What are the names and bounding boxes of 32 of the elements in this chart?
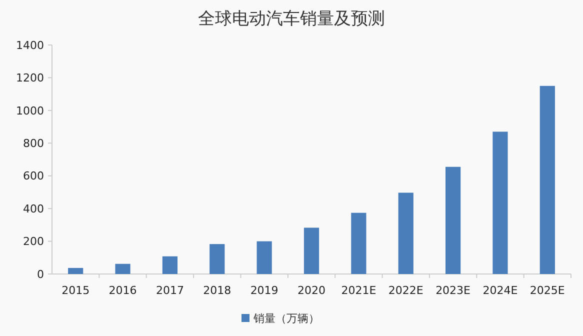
x-tick-label: 2021E xyxy=(341,284,376,297)
bar xyxy=(540,86,555,274)
bar xyxy=(256,241,272,274)
x-tick-label: 2023E xyxy=(436,284,471,297)
legend-label: 销量（万辆） xyxy=(252,312,320,325)
x-tick-label: 2016 xyxy=(108,284,137,297)
y-tick-label: 0 xyxy=(37,268,44,281)
y-tick-label: 600 xyxy=(23,170,44,183)
bar xyxy=(445,166,461,274)
bar xyxy=(492,132,508,274)
x-tick-label: 2025E xyxy=(530,284,565,297)
x-tick-label: 2018 xyxy=(203,284,232,297)
x-tick-label: 2022E xyxy=(388,284,424,297)
bar xyxy=(210,244,225,274)
x-tick-label: 2024E xyxy=(482,284,518,297)
y-tick-label: 200 xyxy=(23,235,44,248)
bar xyxy=(115,264,130,274)
y-tick-label: 1400 xyxy=(16,38,44,52)
bar xyxy=(304,228,320,274)
x-tick-label: 2015 xyxy=(62,284,90,297)
bar xyxy=(68,268,84,274)
x-tick-label: 2017 xyxy=(156,284,184,297)
bar xyxy=(351,212,366,274)
chart-title: 全球电动汽车销量及预测 xyxy=(198,9,385,29)
bar xyxy=(162,256,178,274)
x-tick-label: 2020 xyxy=(298,284,326,297)
x-tick-label: 2019 xyxy=(250,284,278,297)
y-tick-label: 800 xyxy=(23,136,44,150)
y-tick-label: 1200 xyxy=(16,72,44,85)
bar xyxy=(398,192,414,274)
y-tick-label: 400 xyxy=(23,202,44,216)
y-tick-label: 1000 xyxy=(16,104,44,118)
